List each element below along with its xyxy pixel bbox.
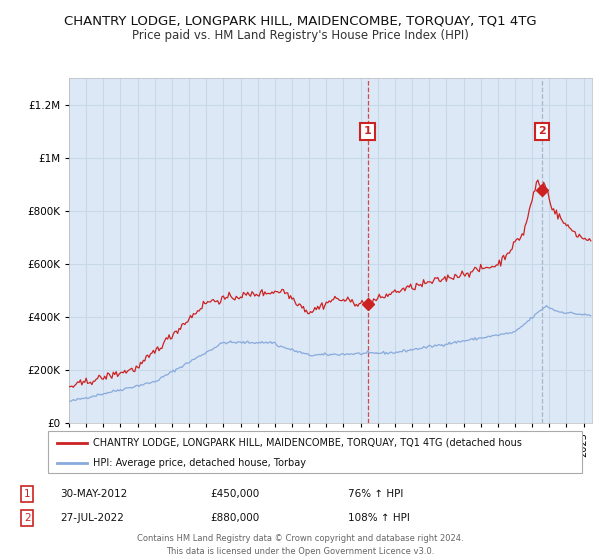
Text: 1: 1 — [364, 127, 371, 137]
Text: 108% ↑ HPI: 108% ↑ HPI — [348, 513, 410, 523]
Text: 1: 1 — [24, 489, 31, 499]
Text: 2: 2 — [24, 513, 31, 523]
Text: 76% ↑ HPI: 76% ↑ HPI — [348, 489, 403, 499]
Text: 30-MAY-2012: 30-MAY-2012 — [60, 489, 127, 499]
Text: Price paid vs. HM Land Registry's House Price Index (HPI): Price paid vs. HM Land Registry's House … — [131, 29, 469, 42]
Text: £450,000: £450,000 — [210, 489, 259, 499]
Text: 2: 2 — [538, 127, 545, 137]
Text: CHANTRY LODGE, LONGPARK HILL, MAIDENCOMBE, TORQUAY, TQ1 4TG (detached hous: CHANTRY LODGE, LONGPARK HILL, MAIDENCOMB… — [93, 438, 522, 448]
Text: £880,000: £880,000 — [210, 513, 259, 523]
Text: HPI: Average price, detached house, Torbay: HPI: Average price, detached house, Torb… — [93, 458, 306, 468]
Text: 27-JUL-2022: 27-JUL-2022 — [60, 513, 124, 523]
Text: CHANTRY LODGE, LONGPARK HILL, MAIDENCOMBE, TORQUAY, TQ1 4TG: CHANTRY LODGE, LONGPARK HILL, MAIDENCOMB… — [64, 14, 536, 27]
Text: Contains HM Land Registry data © Crown copyright and database right 2024.: Contains HM Land Registry data © Crown c… — [137, 534, 463, 543]
Text: This data is licensed under the Open Government Licence v3.0.: This data is licensed under the Open Gov… — [166, 547, 434, 556]
